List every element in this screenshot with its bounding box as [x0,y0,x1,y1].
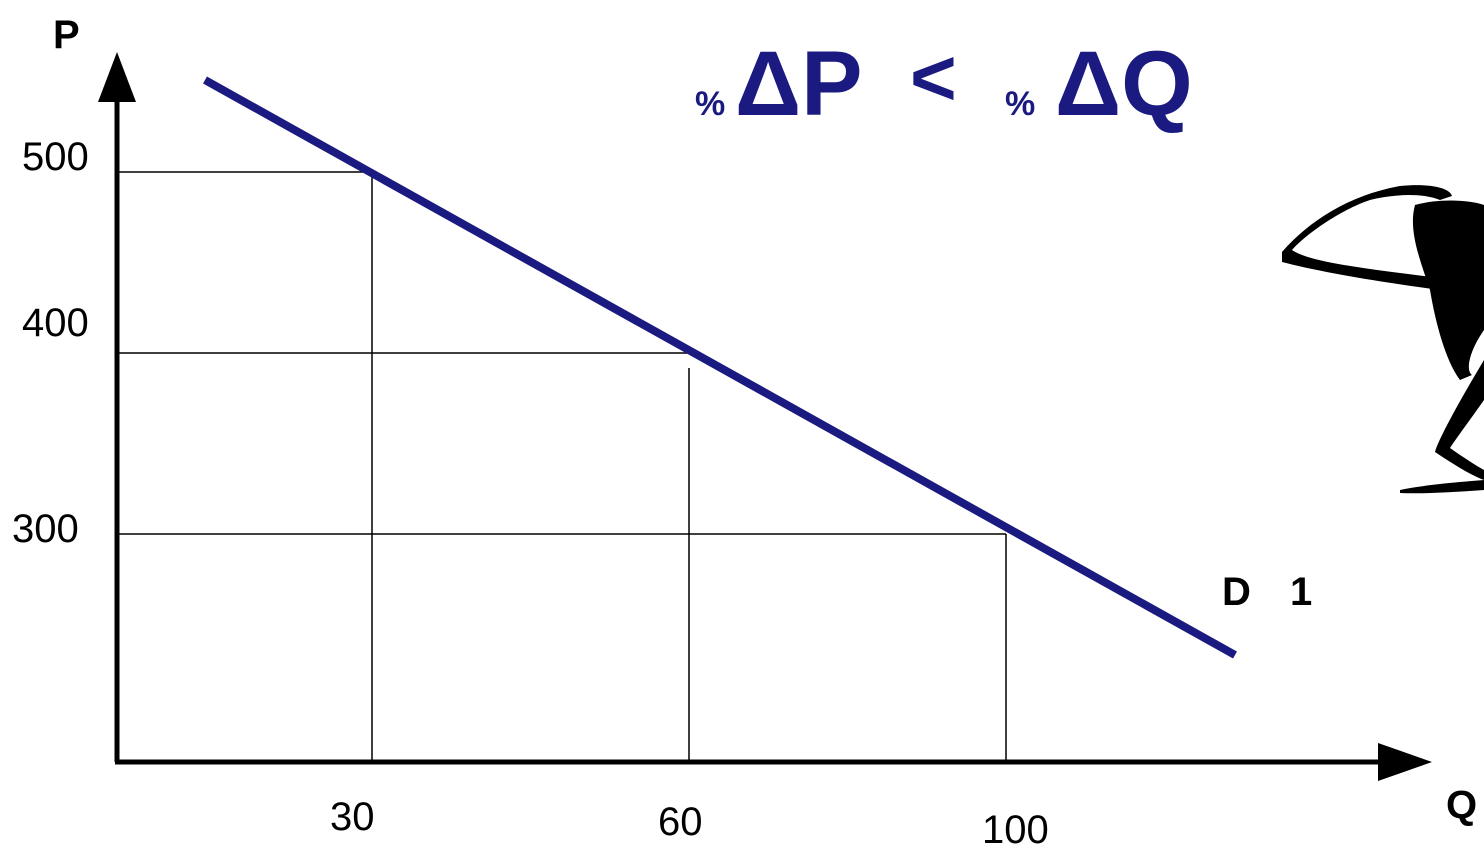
formula-relation: < [910,33,957,122]
y-arrow [98,52,136,102]
formula-term: ΔP [735,33,863,135]
x-arrow [1378,743,1432,781]
curve-subscript: 1 [1290,570,1312,614]
formula-percent: % [1005,85,1035,123]
x-axis-label: Q [1446,783,1477,827]
figure [1282,185,1484,494]
formula-term: ΔQ [1055,33,1193,135]
curve-label: D [1222,570,1251,614]
quantity-label: 100 [982,808,1049,849]
price-label: 500 [22,135,89,179]
price-label: 300 [12,507,79,551]
price-label: 400 [22,301,89,345]
formula-percent: % [695,85,725,123]
quantity-label: 60 [658,800,703,844]
y-axis-label: P [53,13,80,57]
quantity-label: 30 [330,795,375,839]
demand-curve [203,76,1237,659]
